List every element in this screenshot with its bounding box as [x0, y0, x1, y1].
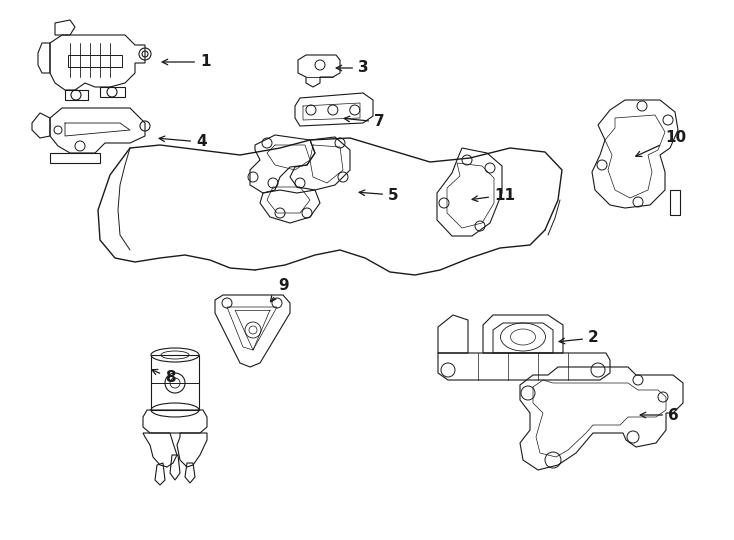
Text: 5: 5 — [359, 187, 399, 202]
Text: 11: 11 — [472, 187, 515, 202]
Text: 8: 8 — [152, 369, 175, 386]
Text: 6: 6 — [640, 408, 679, 422]
Text: 4: 4 — [159, 134, 207, 150]
Text: 9: 9 — [271, 278, 288, 302]
Text: 3: 3 — [336, 60, 368, 76]
Text: 10: 10 — [636, 131, 686, 157]
Text: 7: 7 — [344, 114, 385, 130]
Text: 2: 2 — [559, 330, 599, 346]
Text: 1: 1 — [162, 55, 211, 70]
